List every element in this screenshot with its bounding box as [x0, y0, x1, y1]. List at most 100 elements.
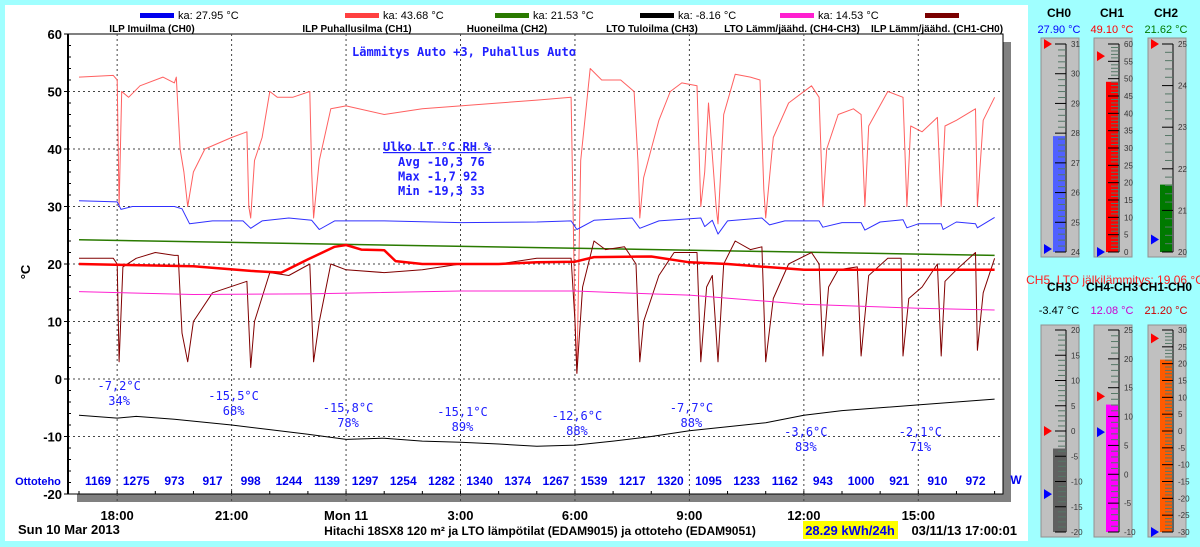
gauge-tick-label: 50	[1124, 75, 1133, 84]
footer: Sun 10 Mar 2013 Hitachi 18SX8 120 m² ja L…	[18, 521, 1017, 539]
power-value: 1275	[123, 474, 150, 488]
gauge-tick-label: 10	[1124, 213, 1133, 222]
gauge-tick-label: 24	[1178, 82, 1187, 91]
gauge-tick-label: 40	[1124, 109, 1133, 118]
gauge-tick-label: 28	[1071, 129, 1080, 138]
gauge-value: 21.62 °C	[1145, 24, 1188, 36]
gauge-tick-label: 5	[1124, 231, 1129, 240]
weather-temp: -7,2°C	[97, 379, 140, 393]
gauge-tick-label: 0	[1124, 470, 1129, 479]
gauge-fill	[1106, 81, 1118, 252]
axes: 60 50 40 30 20 10 0 -10 -20 18:00 21:00 Mon 11 3:00 6…	[18, 27, 996, 523]
y-tick-label: -20	[43, 487, 62, 502]
outdoor-stats-row: Max -1,7 92	[398, 170, 477, 184]
energy-value: 28.29 kWh/24h	[805, 523, 895, 538]
x-tick-label: 18:00	[101, 508, 134, 523]
gauge-tick-label: 45	[1124, 92, 1133, 101]
gauge-tick-label: 10	[1071, 377, 1080, 386]
legend-name: ILP Imuilma (CH0)	[109, 24, 194, 35]
gauge-label: CH1-CH0	[1140, 280, 1192, 294]
gauge-tick-label: 5	[1071, 402, 1076, 411]
x-tick-label: 12:00	[787, 508, 820, 523]
gauge-label: CH4-CH3	[1086, 280, 1138, 294]
gauge-tick-label: 55	[1124, 57, 1133, 66]
gauge-tick-label: 20	[1124, 179, 1133, 188]
weather-temp: -15,5°C	[208, 389, 259, 403]
gauges-panel: CH5, LTO jälkilämmitys: 19.06 °C CH0 27.90…	[1026, 6, 1200, 538]
legend-swatch-2	[495, 13, 529, 18]
gauge-tick-label: 0	[1178, 427, 1183, 436]
gauge-tick-label: 25	[1124, 326, 1133, 335]
y-tick-label: 10	[48, 315, 62, 330]
gauge-value: -3.47 °C	[1039, 305, 1080, 317]
gauge-tick-label: -10	[1124, 528, 1136, 537]
legend-average: ka: 27.95 °C	[178, 10, 239, 22]
power-value: 1374	[504, 474, 531, 488]
energy-highlight	[803, 521, 898, 539]
power-value: 943	[813, 474, 833, 488]
gauge-tick-label: 30	[1178, 326, 1187, 335]
gauge-fill	[1053, 448, 1065, 532]
legend-name: LTO Lämm/jäähd. (CH4-CH3)	[724, 24, 860, 35]
power-value: 1254	[390, 474, 417, 488]
gauge-tick-label: 22	[1178, 165, 1187, 174]
gauge-label: CH1	[1100, 6, 1124, 20]
series-line-ch4-ch3	[78, 290, 995, 311]
y-tick-label: 20	[48, 257, 62, 272]
gauge-tick-label: 20	[1178, 248, 1187, 257]
gauge-fill	[1053, 136, 1065, 252]
weather-rh: 78%	[337, 416, 359, 430]
weather-temp: -7,7°C	[670, 401, 713, 415]
gauge-tick-label: 15	[1178, 377, 1187, 386]
gauge-tick-label: 29	[1071, 99, 1080, 108]
gauge-tick-label: -25	[1178, 511, 1190, 520]
power-label: Ottoteho	[15, 476, 61, 488]
gauge-tick-label: -10	[1071, 478, 1083, 487]
outdoor-stats-header: Ulko LT °C RH %	[383, 140, 492, 154]
weather-temp: -12,6°C	[552, 409, 603, 423]
gauge-tick-label: 23	[1178, 123, 1187, 132]
power-value: 1297	[352, 474, 379, 488]
legend-average: ka: 43.68 °C	[383, 10, 444, 22]
power-value: 1244	[275, 474, 302, 488]
gauge-tick-label: 20	[1071, 326, 1080, 335]
y-tick-label: 0	[55, 372, 62, 387]
gauge-fill	[1160, 359, 1172, 532]
weather-temp: -15,1°C	[437, 405, 488, 419]
legend-swatch-4	[780, 13, 814, 18]
gauge-tick-label: 30	[1071, 70, 1080, 79]
x-tick-label: 3:00	[447, 508, 473, 523]
power-value: 973	[164, 474, 184, 488]
weather-temp: -15,8°C	[323, 401, 374, 415]
gauge-label: CH2	[1154, 6, 1178, 20]
series-line-ch1	[78, 68, 996, 374]
annotations: Lämmitys Auto +3, Puhallus Auto Ulko LT °…	[97, 45, 942, 454]
series-line-ch5	[78, 243, 995, 274]
gauge-tick-label: 27	[1071, 159, 1080, 168]
gauge-tick-label: 25	[1178, 343, 1187, 352]
legend-swatch-0	[140, 13, 174, 18]
gauge-tick-label: 10	[1124, 413, 1133, 422]
power-value: 1169	[85, 474, 111, 488]
gauge-tick-label: 24	[1071, 248, 1080, 257]
gauge-tick-label: 15	[1124, 384, 1133, 393]
gauge-value: 12.08 °C	[1091, 305, 1134, 317]
gauge-tick-label: -15	[1178, 478, 1190, 487]
gauge-tick-label: 20	[1124, 355, 1133, 364]
footer-timestamp: 03/11/13 17:00:01	[911, 523, 1017, 538]
gauge-label: CH3	[1047, 280, 1071, 294]
gauge-label: CH0	[1047, 6, 1071, 20]
y-tick-label: 60	[48, 27, 62, 42]
power-value: 1162	[772, 474, 798, 488]
gauge-tick-label: 31	[1071, 40, 1080, 49]
gauge-tick-label: -15	[1071, 503, 1083, 512]
x-tick-label: 6:00	[562, 508, 588, 523]
gauge-tick-label: 35	[1124, 127, 1133, 136]
weather-rh: 83%	[795, 440, 817, 454]
power-value: 921	[889, 474, 909, 488]
series-line-ch0	[78, 200, 995, 235]
weather-rh: 89%	[452, 420, 474, 434]
power-value: 1320	[657, 474, 684, 488]
min-marker-icon	[1097, 427, 1105, 438]
